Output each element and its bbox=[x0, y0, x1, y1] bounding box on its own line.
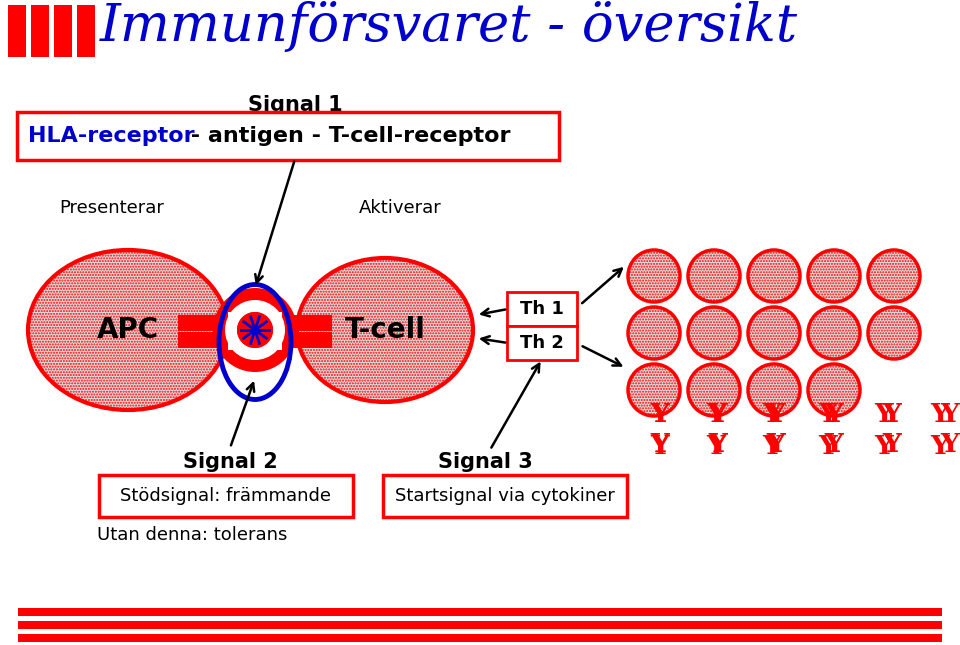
Text: Y: Y bbox=[708, 402, 728, 428]
Text: Y: Y bbox=[819, 402, 837, 428]
Text: Y: Y bbox=[708, 433, 728, 457]
Text: Y: Y bbox=[708, 402, 728, 428]
Text: Y: Y bbox=[707, 435, 726, 459]
Text: Y: Y bbox=[875, 402, 894, 428]
Circle shape bbox=[868, 250, 920, 302]
Circle shape bbox=[868, 307, 920, 359]
Text: Y: Y bbox=[651, 433, 669, 457]
Bar bbox=[18, 608, 942, 616]
Circle shape bbox=[213, 288, 297, 372]
Circle shape bbox=[808, 250, 860, 302]
Text: Y: Y bbox=[767, 433, 785, 457]
Circle shape bbox=[628, 250, 680, 302]
Text: Y: Y bbox=[882, 433, 901, 457]
Text: Signal 2: Signal 2 bbox=[182, 452, 277, 472]
Circle shape bbox=[748, 364, 800, 416]
Bar bbox=[18, 621, 942, 629]
Text: Y: Y bbox=[651, 435, 669, 459]
Circle shape bbox=[688, 307, 740, 359]
Text: HLA-receptor: HLA-receptor bbox=[28, 126, 195, 146]
FancyBboxPatch shape bbox=[507, 326, 577, 360]
Text: Y: Y bbox=[651, 402, 669, 428]
Bar bbox=[77, 5, 95, 57]
Text: APC: APC bbox=[97, 316, 159, 344]
Ellipse shape bbox=[297, 258, 473, 402]
Text: Y: Y bbox=[825, 402, 844, 428]
Bar bbox=[178, 332, 332, 348]
Text: Y: Y bbox=[825, 433, 844, 457]
Text: Y: Y bbox=[762, 402, 781, 428]
Text: Y: Y bbox=[930, 402, 949, 428]
Circle shape bbox=[237, 312, 273, 348]
Bar bbox=[8, 5, 26, 57]
Circle shape bbox=[628, 364, 680, 416]
Circle shape bbox=[252, 327, 258, 333]
Circle shape bbox=[748, 307, 800, 359]
Text: Immunförsvaret - översikt: Immunförsvaret - översikt bbox=[100, 1, 798, 52]
Bar bbox=[178, 315, 332, 331]
Bar bbox=[54, 5, 72, 57]
Bar bbox=[31, 5, 49, 57]
Text: Y: Y bbox=[707, 402, 726, 428]
Text: Y: Y bbox=[941, 402, 959, 428]
Bar bbox=[18, 634, 942, 642]
Text: Y: Y bbox=[651, 433, 669, 457]
Text: Y: Y bbox=[882, 402, 901, 428]
Circle shape bbox=[688, 250, 740, 302]
Ellipse shape bbox=[28, 250, 228, 410]
FancyBboxPatch shape bbox=[99, 475, 353, 517]
Text: Y: Y bbox=[930, 435, 949, 459]
Circle shape bbox=[237, 312, 273, 348]
FancyBboxPatch shape bbox=[507, 292, 577, 326]
Text: Y: Y bbox=[882, 433, 901, 457]
Text: Y: Y bbox=[651, 402, 669, 428]
Text: T-cell: T-cell bbox=[345, 316, 425, 344]
Circle shape bbox=[688, 364, 740, 416]
Text: Y: Y bbox=[882, 402, 901, 428]
Text: Aktiverar: Aktiverar bbox=[359, 199, 442, 217]
Text: Y: Y bbox=[819, 435, 837, 459]
Text: Startsignal via cytokiner: Startsignal via cytokiner bbox=[396, 487, 615, 505]
Text: Y: Y bbox=[767, 433, 785, 457]
Text: Y: Y bbox=[767, 402, 785, 428]
Text: Y: Y bbox=[825, 402, 844, 428]
FancyBboxPatch shape bbox=[17, 112, 559, 160]
Text: Signal 3: Signal 3 bbox=[438, 452, 533, 472]
Text: - antigen - T-cell-receptor: - antigen - T-cell-receptor bbox=[183, 126, 511, 146]
Bar bbox=[228, 312, 282, 350]
Text: Utan denna: tolerans: Utan denna: tolerans bbox=[97, 526, 287, 544]
Text: Y: Y bbox=[708, 433, 728, 457]
Text: Presenterar: Presenterar bbox=[60, 199, 164, 217]
Text: Signal 1: Signal 1 bbox=[248, 95, 343, 115]
Text: Y: Y bbox=[875, 435, 894, 459]
Text: Stödsignal: främmande: Stödsignal: främmande bbox=[121, 487, 331, 505]
Text: Y: Y bbox=[941, 433, 959, 457]
Circle shape bbox=[225, 300, 285, 360]
Text: Y: Y bbox=[651, 402, 669, 428]
Text: Y: Y bbox=[825, 433, 844, 457]
Circle shape bbox=[808, 307, 860, 359]
FancyBboxPatch shape bbox=[383, 475, 627, 517]
Text: Th 2: Th 2 bbox=[520, 334, 564, 352]
Text: Th 1: Th 1 bbox=[520, 300, 564, 318]
Text: Y: Y bbox=[767, 402, 785, 428]
Circle shape bbox=[808, 364, 860, 416]
Circle shape bbox=[748, 250, 800, 302]
Circle shape bbox=[628, 307, 680, 359]
Text: Y: Y bbox=[762, 435, 781, 459]
